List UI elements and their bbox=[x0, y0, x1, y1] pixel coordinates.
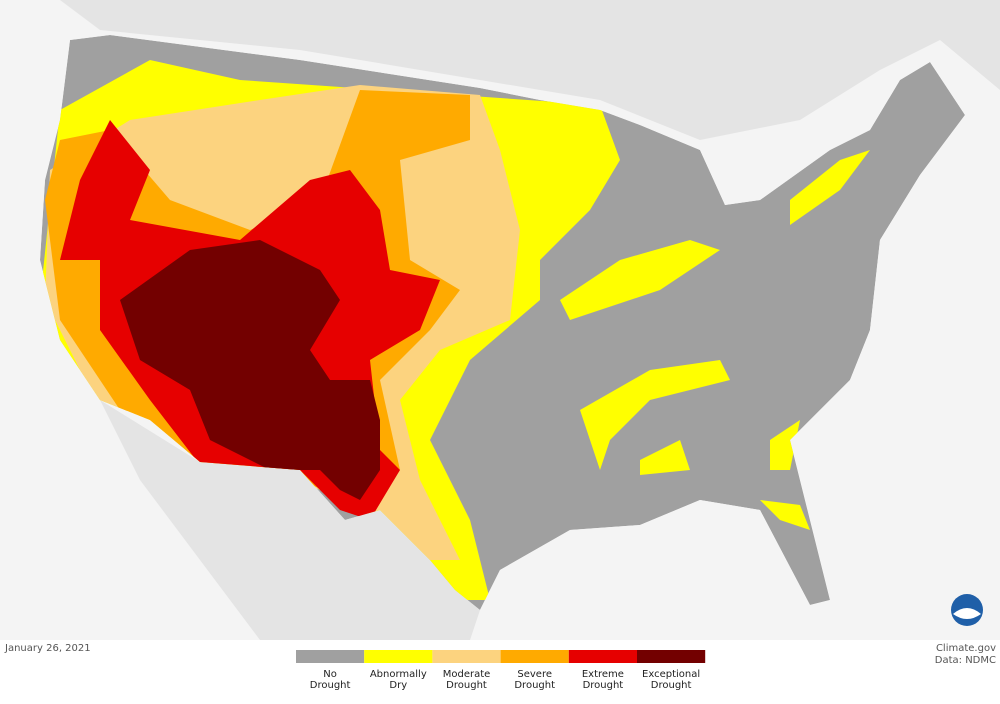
legend-label-line: No bbox=[323, 669, 337, 680]
legend-label-line: Moderate bbox=[443, 669, 491, 680]
legend-label-line: Drought bbox=[310, 680, 351, 691]
date: January 26, 2021 bbox=[4, 643, 91, 654]
legend-label-line: Severe bbox=[517, 669, 552, 680]
footer bbox=[0, 640, 1000, 704]
legend-label-line: Drought bbox=[583, 680, 624, 691]
legend-swatch bbox=[500, 650, 569, 663]
legend-label-line: Drought bbox=[514, 680, 555, 691]
legend-swatch bbox=[637, 650, 706, 663]
canada bbox=[0, 0, 1000, 140]
region bbox=[120, 240, 380, 500]
legend-swatch bbox=[296, 650, 365, 663]
legend-swatch bbox=[568, 650, 637, 663]
legend-label: Moderate Drought bbox=[443, 669, 491, 691]
legend-swatch bbox=[364, 650, 433, 663]
legend-label: Exceptional Drought bbox=[642, 669, 700, 691]
legend-label-line: Dry bbox=[389, 680, 407, 691]
drought-areas bbox=[40, 35, 965, 610]
legend-label: Severe Drought bbox=[514, 669, 555, 691]
legend-label-line: Exceptional bbox=[642, 669, 700, 680]
mexico bbox=[100, 400, 480, 640]
legend-label: No Drought bbox=[310, 669, 351, 691]
legend-label-line: Drought bbox=[446, 680, 487, 691]
credit: Data: NDMC bbox=[935, 655, 996, 666]
legend-label: Abnormally Dry bbox=[370, 669, 427, 691]
region bbox=[560, 150, 870, 530]
legend-label-line: Drought bbox=[651, 680, 692, 691]
legend-label: Extreme Drought bbox=[582, 669, 624, 691]
credit: Climate.gov bbox=[936, 643, 996, 654]
legend-swatch bbox=[432, 650, 501, 663]
legend-label-line: Extreme bbox=[582, 669, 624, 680]
noaa-logo-mark bbox=[953, 608, 981, 619]
legend-label-line: Abnormally bbox=[370, 669, 427, 680]
